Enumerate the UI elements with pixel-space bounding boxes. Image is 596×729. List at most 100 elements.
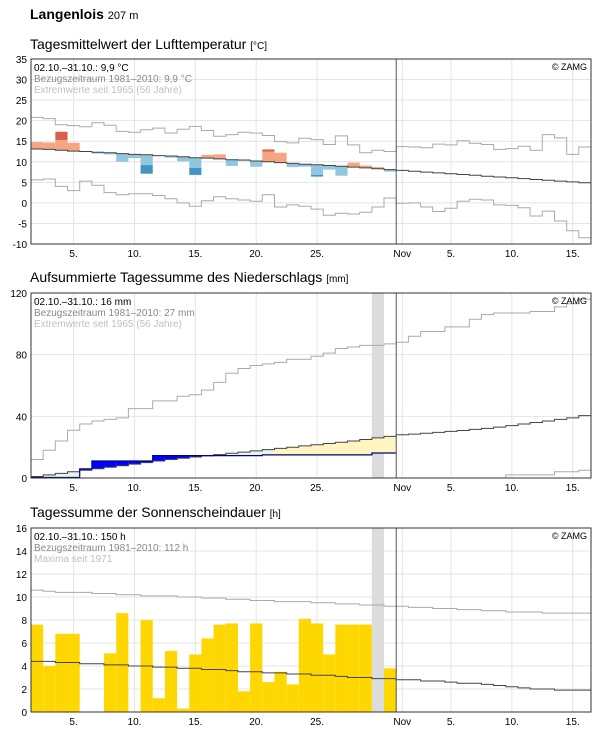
sun-max-line <box>31 589 591 614</box>
precip-deviation-bar <box>237 452 251 456</box>
precip-xtick-label: 20. <box>249 483 263 494</box>
sun-info-line: Maxima seit 1971 <box>34 554 113 565</box>
temp-xtick-label: 20. <box>249 249 263 260</box>
sun-bar <box>347 624 360 712</box>
sun-ytick-label: 6 <box>21 639 27 650</box>
sun-bar <box>116 613 129 712</box>
temp-anomaly-bar <box>323 165 336 170</box>
temp-ytick-label: 25 <box>16 96 28 107</box>
temp-plot-frame <box>30 58 592 245</box>
temp-ytick-label: 30 <box>16 76 28 87</box>
sun-bar <box>237 691 251 712</box>
precip-info-line: Extremwerte seit 1965 (56 Jahre) <box>34 319 182 330</box>
temp-anomaly-bar <box>335 166 348 176</box>
temp-anomaly-bar <box>104 152 117 155</box>
precip-info-line: 02.10.–31.10.: 16 mm <box>34 297 131 308</box>
precip-deviation-bar <box>335 442 348 455</box>
precip-max-extreme-line <box>31 298 591 460</box>
precip-deviation-bar <box>67 471 80 478</box>
temp-info-line: 02.10.–31.10.: 9,9 °C <box>34 63 129 74</box>
temp-anomaly-bar <box>311 164 324 175</box>
temp-xtick-label: 15. <box>188 249 202 260</box>
precip-xtick-label: 15. <box>188 483 202 494</box>
temp-anomaly-bar <box>177 156 190 162</box>
temp-anomaly-bar <box>140 154 153 166</box>
precip-deviation-bar <box>91 461 105 469</box>
sun-bar <box>67 633 80 712</box>
precip-deviation-bar <box>140 461 153 463</box>
temp-xtick-label: 25. <box>310 249 324 260</box>
precip-deviation-bar <box>43 474 56 478</box>
precip-accumulated-line <box>31 452 397 479</box>
precip-deviation-bar <box>225 453 238 456</box>
precip-deviation-bar <box>164 455 178 460</box>
temp-xtick-label: Nov <box>393 249 411 260</box>
temp-max-extreme-line <box>31 116 591 155</box>
sun-xtick-label: 5. <box>447 717 455 728</box>
temp-anomaly-bar <box>250 160 263 167</box>
sun-xtick-label: 15. <box>566 717 580 728</box>
station-name: Langenlois <box>30 6 104 22</box>
sun-bar <box>323 654 336 712</box>
sun-bar <box>250 623 263 712</box>
precip-xtick-label: 5. <box>69 483 77 494</box>
sun-info-line: Bezugszeitraum 1981–2010: 112 h <box>34 543 188 554</box>
precip-xtick-label: 15. <box>566 483 580 494</box>
sun-plot-frame <box>30 527 592 713</box>
precip-unit: [mm] <box>326 274 349 285</box>
sun-bar <box>152 698 165 712</box>
temp-chart-title: Tagesmittelwert der Lufttemperatur [°C] <box>30 36 267 52</box>
sun-ytick-label: 0 <box>21 708 27 719</box>
sun-copyright: © ZAMG <box>552 531 587 541</box>
temp-normal-line <box>31 148 591 184</box>
sun-xtick-label: 15. <box>188 717 202 728</box>
sun-unit: [h] <box>269 509 281 520</box>
temp-anomaly-bar <box>116 153 129 162</box>
sun-xtick-label: 20. <box>249 717 263 728</box>
temp-anomaly-bar <box>213 154 226 159</box>
temp-ytick-label: 20 <box>16 117 28 128</box>
sun-ytick-label: 16 <box>16 524 28 535</box>
temp-ytick-label: -10 <box>13 240 28 251</box>
temp-ytick-label: 15 <box>16 137 28 148</box>
sun-xtick-label: 5. <box>69 717 77 728</box>
precip-deviation-bar <box>152 455 165 462</box>
temp-anomaly-bar <box>201 154 214 159</box>
temp-anomaly-bar <box>274 152 287 163</box>
sun-bar <box>201 638 214 712</box>
temp-strong-anomaly-bar <box>55 131 68 140</box>
precip-title-text: Aufsummierte Tagessumme des Niederschlag… <box>30 269 323 285</box>
temp-anomaly-bar <box>43 142 56 150</box>
precip-deviation-bar <box>371 437 385 454</box>
precip-ytick-label: 120 <box>10 289 27 300</box>
precip-deviation-bar <box>347 441 360 455</box>
temp-anomaly-bar <box>286 163 299 168</box>
temp-xtick-label: 5. <box>69 249 77 260</box>
sun-bar <box>225 623 238 712</box>
sun-bar <box>213 624 226 712</box>
sun-ytick-label: 12 <box>16 570 28 581</box>
precip-deviation-bar <box>274 448 287 455</box>
precip-chart-title: Aufsummierte Tagessumme des Niederschlag… <box>30 269 348 285</box>
temp-ytick-label: 5 <box>21 178 27 189</box>
temp-info-line: Extremwerte seit 1965 (56 Jahre) <box>34 85 182 96</box>
temp-strong-anomaly-bar <box>311 174 324 177</box>
precip-deviation-bar <box>298 445 311 455</box>
sun-title-text: Tagessumme der Sonnenscheindauer <box>30 504 266 520</box>
precip-deviation-bar <box>189 455 202 458</box>
precip-deviation-bar <box>104 461 117 468</box>
station-elevation: 207 m <box>107 10 139 22</box>
sun-ytick-label: 14 <box>16 547 28 558</box>
temp-strong-anomaly-bar <box>189 167 202 175</box>
precip-deviation-bar <box>177 455 190 459</box>
sun-ytick-label: 10 <box>16 593 28 604</box>
sun-bar <box>311 623 324 712</box>
temp-anomaly-bar <box>31 142 44 150</box>
precip-ytick-label: 80 <box>16 351 28 362</box>
sun-chart-title: Tagessumme der Sonnenscheindauer [h] <box>30 504 281 520</box>
sun-xtick-label: 10. <box>505 717 519 728</box>
precip-ytick-label: 0 <box>21 474 27 485</box>
sun-ytick-label: 4 <box>21 662 27 673</box>
